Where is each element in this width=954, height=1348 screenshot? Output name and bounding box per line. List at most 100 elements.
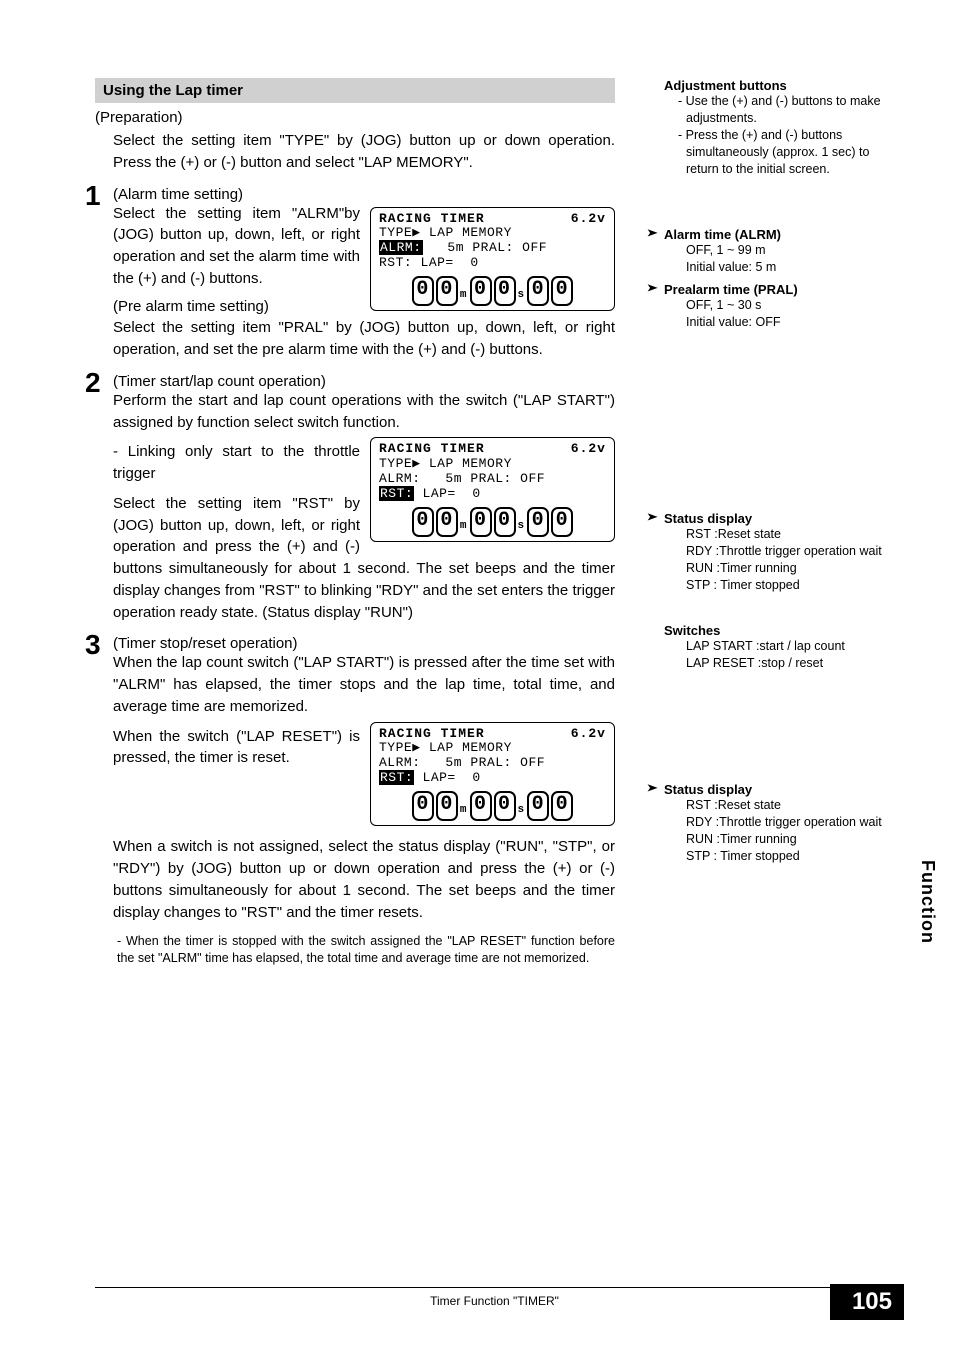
lcd-type-val: LAP MEMORY (429, 456, 512, 471)
side-status-1: Status display RST :Reset state RDY :Thr… (664, 511, 894, 594)
lcd-type-label: TYPE▶ (379, 225, 421, 240)
side-switches-title: Switches (664, 623, 894, 638)
step3-p1: When the lap count switch ("LAP START") … (113, 652, 615, 717)
lcd-rst-label: RST: (379, 770, 414, 785)
lcd-digit: 0 (551, 507, 573, 537)
step-num: 3 (85, 629, 101, 661)
lcd-screen-2: RACING TIMER 6.2v TYPE▶ LAP MEMORY ALRM:… (370, 437, 615, 542)
side-pral-init: Initial value: OFF (686, 314, 894, 331)
lcd-digit: 0 (412, 276, 434, 306)
status-run: RUN :Timer running (686, 831, 894, 848)
status-rdy: RDY :Throttle trigger operation wait (686, 543, 894, 560)
side-alrm-title: Alarm time (ALRM) (664, 227, 894, 242)
lcd-rst-label: RST: (379, 255, 412, 270)
prep-label: (Preparation) (95, 109, 615, 126)
lcd-title: RACING TIMER (379, 442, 485, 457)
lcd-type-val: LAP MEMORY (429, 740, 512, 755)
lcd-digit: 0 (436, 507, 458, 537)
lcd-alrm-label: ALRM: (379, 240, 423, 255)
lcd-digit: 0 (412, 791, 434, 821)
side-pral-range: OFF, 1 ~ 30 s (686, 297, 894, 314)
side-alarm: Alarm time (ALRM) OFF, 1 ~ 99 m Initial … (664, 227, 894, 331)
lcd-screen-3: RACING TIMER 6.2v TYPE▶ LAP MEMORY ALRM:… (370, 722, 615, 827)
step2-p1: Perform the start and lap count operatio… (113, 390, 615, 434)
lcd-alrm-label: ALRM: (379, 755, 421, 770)
lcd-lap-val: 0 (470, 255, 478, 270)
lcd-alrm-label: ALRM: (379, 471, 421, 486)
side-adj-l2: - Press the (+) and (-) buttons simultan… (678, 127, 894, 178)
side-adj-l1: - Use the (+) and (-) buttons to make ad… (678, 93, 894, 127)
lcd-digit: 0 (470, 507, 492, 537)
prep-text: Select the setting item "TYPE" by (JOG) … (113, 130, 615, 174)
step-title: (Timer start/lap count operation) (113, 373, 615, 390)
side-status-2: Status display RST :Reset state RDY :Thr… (664, 782, 894, 865)
lcd-digit: 0 (527, 507, 549, 537)
status-stp: STP : Timer stopped (686, 577, 894, 594)
lcd-lap-label: LAP= (423, 486, 456, 501)
lcd-digit: 0 (436, 276, 458, 306)
section-header: Using the Lap timer (95, 78, 615, 103)
lcd-sep: m (460, 804, 468, 816)
side-adj-title: Adjustment buttons (664, 78, 894, 93)
side-pral-title: Prealarm time (PRAL) (664, 282, 894, 297)
lcd-volt: 6.2v (571, 442, 606, 457)
step-num: 1 (85, 180, 101, 212)
lcd-lap-val: 0 (472, 486, 480, 501)
lcd-digit: 0 (527, 791, 549, 821)
lcd-time: 00m00s00 (379, 504, 606, 537)
lcd-digit: 0 (494, 507, 516, 537)
lcd-lap-label: LAP= (423, 770, 456, 785)
lcd-digit: 0 (494, 276, 516, 306)
lcd-digit: 0 (551, 791, 573, 821)
lcd-type-label: TYPE▶ (379, 456, 421, 471)
note-text: - When the timer is stopped with the swi… (117, 933, 615, 967)
status-stp: STP : Timer stopped (686, 848, 894, 865)
lcd-type-label: TYPE▶ (379, 740, 421, 755)
lcd-time: 00m00s00 (379, 273, 606, 306)
step1-p2: Select the setting item "PRAL" by (JOG) … (113, 317, 615, 361)
step-title: (Timer stop/reset operation) (113, 635, 615, 652)
lcd-type-val: LAP MEMORY (429, 225, 512, 240)
lcd-pral-label: PRAL: (470, 471, 512, 486)
lcd-title: RACING TIMER (379, 212, 485, 227)
switches-l1: LAP START :start / lap count (686, 638, 894, 655)
lcd-sep: s (518, 520, 526, 532)
lcd-sep: s (518, 289, 526, 301)
lcd-alrm-val: 5m (447, 240, 464, 255)
lcd-digit: 0 (527, 276, 549, 306)
lcd-alrm-val: 5m (445, 755, 462, 770)
side-status-title: Status display (664, 511, 894, 526)
lcd-digit: 0 (412, 507, 434, 537)
lcd-pral-label: PRAL: (470, 755, 512, 770)
lcd-lap-label: LAP= (421, 255, 454, 270)
footer-text: Timer Function "TIMER" (95, 1287, 894, 1308)
lcd-digit: 0 (436, 791, 458, 821)
status-run: RUN :Timer running (686, 560, 894, 577)
lcd-pral-val: OFF (520, 471, 545, 486)
side-alrm-range: OFF, 1 ~ 99 m (686, 242, 894, 259)
switches-l2: LAP RESET :stop / reset (686, 655, 894, 672)
lcd-digit: 0 (470, 791, 492, 821)
lcd-lap-val: 0 (472, 770, 480, 785)
lcd-alrm-val: 5m (445, 471, 462, 486)
lcd-screen-1: RACING TIMER 6.2v TYPE▶ LAP MEMORY ALRM:… (370, 207, 615, 312)
side-alrm-init: Initial value: 5 m (686, 259, 894, 276)
step-title: (Alarm time setting) (113, 186, 615, 203)
lcd-time: 00m00s00 (379, 788, 606, 821)
side-adjustment: Adjustment buttons - Use the (+) and (-)… (664, 78, 894, 177)
lcd-pral-val: OFF (522, 240, 547, 255)
lcd-digit: 0 (470, 276, 492, 306)
lcd-sep: m (460, 289, 468, 301)
lcd-digit: 0 (494, 791, 516, 821)
lcd-rst-label: RST: (379, 486, 414, 501)
step-2: 2 (Timer start/lap count operation) Perf… (95, 373, 615, 624)
step-num: 2 (85, 367, 101, 399)
step3-p3: When a switch is not assigned, select th… (113, 836, 615, 923)
lcd-sep: m (460, 520, 468, 532)
lcd-digit: 0 (551, 276, 573, 306)
status-rdy: RDY :Throttle trigger operation wait (686, 814, 894, 831)
lcd-sep: s (518, 804, 526, 816)
lcd-pral-val: OFF (520, 755, 545, 770)
page-number: 105 (830, 1284, 904, 1320)
side-status-title: Status display (664, 782, 894, 797)
